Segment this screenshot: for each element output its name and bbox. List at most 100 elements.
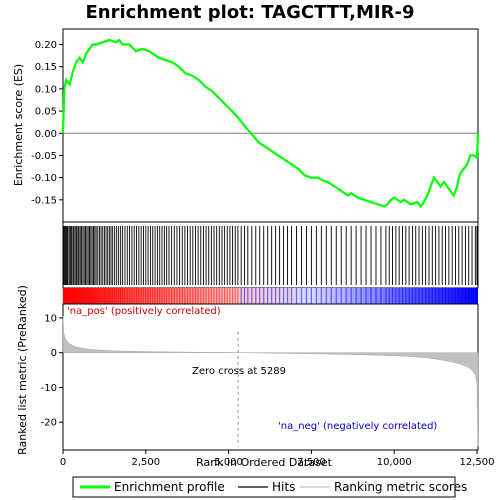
colorbar-stripe bbox=[82, 288, 84, 304]
colorbar-stripe bbox=[340, 288, 342, 304]
colorbar-stripe bbox=[221, 288, 223, 304]
colorbar-stripe bbox=[202, 288, 205, 304]
ranked-plot-area bbox=[62, 303, 479, 451]
colorbar-stripe bbox=[438, 288, 440, 304]
colorbar-stripe bbox=[350, 288, 352, 304]
colorbar-stripe bbox=[189, 288, 191, 304]
colorbar-stripe bbox=[395, 288, 397, 304]
colorbar-stripe bbox=[468, 288, 470, 304]
colorbar-stripe bbox=[226, 288, 228, 304]
colorbar-stripe bbox=[375, 288, 377, 304]
colorbar-stripe bbox=[83, 288, 85, 304]
colorbar-stripe bbox=[173, 288, 175, 304]
colorbar-stripe bbox=[275, 288, 277, 304]
colorbar-stripe bbox=[135, 288, 138, 304]
colorbar-stripe bbox=[431, 288, 433, 304]
colorbar-stripe bbox=[224, 288, 226, 304]
colorbar-stripe bbox=[67, 288, 69, 304]
colorbar-stripe bbox=[186, 288, 189, 304]
colorbar-stripe bbox=[295, 288, 298, 304]
colorbar-stripe bbox=[464, 288, 467, 304]
colorbar-stripe bbox=[149, 288, 152, 304]
colorbar-stripe bbox=[411, 288, 414, 304]
legend-label-hits: Hits bbox=[272, 480, 295, 494]
legend: Enrichment profile Hits Ranking metric s… bbox=[72, 476, 467, 498]
ranked-y-tick-label: 10 bbox=[44, 313, 57, 324]
es-y-tick-label: 0.00 bbox=[35, 129, 57, 140]
colorbar-stripe bbox=[365, 288, 367, 304]
hits-panel bbox=[62, 221, 479, 289]
colorbar-stripe bbox=[320, 288, 322, 304]
colorbar-stripe bbox=[91, 288, 93, 304]
colorbar-stripe bbox=[218, 288, 220, 304]
colorbar-stripe bbox=[251, 288, 253, 304]
colorbar-stripe bbox=[290, 288, 293, 304]
colorbar-stripe bbox=[213, 288, 215, 304]
colorbar-stripe bbox=[398, 288, 400, 304]
x-tick-label: 5,000 bbox=[214, 457, 243, 468]
es-plot-area bbox=[62, 28, 479, 223]
colorbar-stripes bbox=[62, 288, 478, 304]
es-y-tick-label: -0.15 bbox=[31, 195, 57, 206]
colorbar-stripe bbox=[476, 288, 478, 304]
colorbar-stripe bbox=[142, 288, 145, 304]
x-tick-label: 12,500 bbox=[460, 457, 495, 468]
colorbar-stripe bbox=[451, 288, 453, 304]
colorbar-stripe bbox=[305, 288, 308, 304]
colorbar-stripe bbox=[279, 288, 281, 304]
colorbar-stripe bbox=[112, 288, 114, 304]
colorbar-stripe bbox=[66, 288, 68, 304]
colorbar-stripe bbox=[65, 288, 67, 304]
colorbar-stripe bbox=[80, 288, 83, 304]
colorbar-stripe bbox=[401, 288, 404, 304]
colorbar-stripe bbox=[234, 288, 236, 304]
ranked-y-axis-label: Ranked list metric (PreRanked) bbox=[16, 285, 29, 455]
ranked-y-tick-label: -20 bbox=[41, 418, 57, 429]
colorbar-stripe bbox=[415, 288, 417, 304]
colorbar-stripe bbox=[192, 288, 194, 304]
colorbar-stripe bbox=[205, 288, 207, 304]
pos-correlated-label: 'na_pos' (positively correlated) bbox=[67, 306, 221, 317]
colorbar-stripe bbox=[229, 288, 231, 304]
colorbar-stripe bbox=[454, 288, 457, 304]
colorbar-stripe bbox=[87, 288, 89, 304]
es-y-tick-label: -0.05 bbox=[31, 151, 57, 162]
neg-correlated-label: 'na_neg' (negatively correlated) bbox=[278, 421, 437, 432]
colorbar-stripe bbox=[133, 288, 135, 304]
colorbar-stripe bbox=[255, 288, 257, 304]
colorbar-stripe bbox=[208, 288, 210, 304]
colorbar-stripe bbox=[286, 288, 289, 304]
colorbar-stripe bbox=[94, 288, 96, 304]
colorbar-stripe bbox=[103, 288, 106, 304]
colorbar-stripe bbox=[458, 288, 460, 304]
colorbar-stripe bbox=[425, 288, 427, 304]
ranking-metric-area bbox=[62, 316, 479, 447]
colorbar-stripe bbox=[77, 288, 79, 304]
colorbar-stripe bbox=[147, 288, 149, 304]
colorbar-stripe bbox=[444, 288, 447, 304]
colorbar-stripe bbox=[114, 288, 116, 304]
colorbar-stripe bbox=[73, 288, 75, 304]
x-axis-label: Rank in Ordered Dataset bbox=[196, 456, 333, 469]
colorbar-stripe bbox=[90, 288, 92, 304]
colorbar-stripe bbox=[391, 288, 394, 304]
es-y-tick-label: 0.20 bbox=[35, 40, 57, 51]
colorbar-stripe bbox=[474, 288, 476, 304]
colorbar-stripe bbox=[310, 288, 313, 304]
colorbar-stripe bbox=[428, 288, 430, 304]
colorbar-stripe bbox=[110, 288, 112, 304]
colorbar-stripe bbox=[418, 288, 420, 304]
colorbar-stripe bbox=[421, 288, 423, 304]
legend-label-enrichment-profile: Enrichment profile bbox=[114, 480, 225, 494]
x-axis-ticks: 0 2,500 5,000 7,500 10,000 12,500 bbox=[60, 450, 495, 468]
x-tick-label: 7,500 bbox=[297, 457, 326, 468]
colorbar-stripe bbox=[131, 288, 133, 304]
colorbar-stripe bbox=[200, 288, 202, 304]
colorbar-stripe bbox=[171, 288, 173, 304]
colorbar-stripe bbox=[86, 288, 88, 304]
colorbar-stripe bbox=[122, 288, 124, 304]
colorbar-stripe bbox=[282, 288, 285, 304]
colorbar-stripe bbox=[231, 288, 234, 304]
colorbar-stripe bbox=[263, 288, 265, 304]
